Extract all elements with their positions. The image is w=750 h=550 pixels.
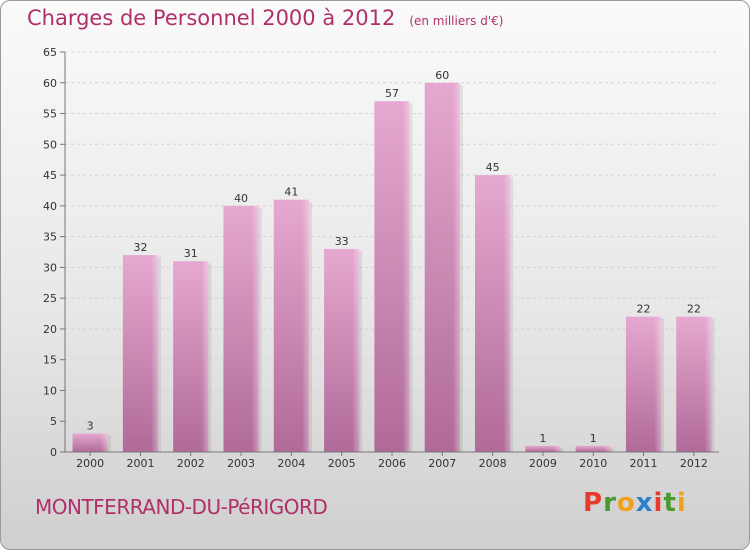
bar-highlight — [374, 101, 410, 452]
bar-highlight — [273, 199, 309, 452]
bar-highlight — [223, 205, 259, 452]
data-label: 40 — [234, 192, 248, 205]
y-tick-label: 20 — [43, 323, 57, 336]
x-tick-label: 2003 — [227, 457, 255, 470]
data-label: 60 — [435, 69, 449, 82]
brand-letter: t — [663, 488, 677, 518]
x-tick-label: 2001 — [126, 457, 154, 470]
y-tick-label: 10 — [43, 384, 57, 397]
bar-highlight — [575, 445, 611, 452]
data-label: 57 — [385, 87, 399, 100]
bars-group: 3 32 31 40 41 33 57 60 45 1 1 22 22 — [72, 69, 715, 453]
y-tick-label: 0 — [50, 446, 57, 459]
y-tick-label: 5 — [50, 415, 57, 428]
bar-highlight — [676, 316, 712, 452]
x-tick-label: 2011 — [630, 457, 658, 470]
data-label: 31 — [184, 247, 198, 260]
brand-letter: x — [635, 488, 654, 518]
brand-letter: P — [583, 488, 604, 518]
bar-highlight — [475, 175, 511, 453]
y-tick-label: 30 — [43, 261, 57, 274]
y-tick-label: 55 — [43, 108, 57, 121]
chart-title-text: Charges de Personnel 2000 à 2012 — [27, 6, 396, 30]
x-tick-label: 2009 — [529, 457, 557, 470]
chart-title: Charges de Personnel 2000 à 2012 (en mill… — [27, 6, 503, 30]
data-label: 32 — [133, 241, 147, 254]
y-tick-label: 65 — [43, 46, 57, 59]
bar-highlight — [424, 82, 460, 453]
proxiti-logo[interactable]: Proxiti — [583, 488, 687, 518]
y-tick-label: 50 — [43, 138, 57, 151]
bar-highlight — [72, 433, 108, 452]
data-label: 3 — [87, 420, 94, 433]
brand-letter: o — [616, 488, 636, 518]
x-tick-label: 2005 — [328, 457, 356, 470]
commune-name: MONTFERRAND-DU-PéRIGORD — [35, 495, 328, 519]
y-tick-label: 25 — [43, 292, 57, 305]
y-tick-label: 15 — [43, 354, 57, 367]
bar-highlight — [525, 445, 561, 452]
data-label: 1 — [539, 432, 546, 445]
y-tick-label: 45 — [43, 169, 57, 182]
data-label: 45 — [486, 161, 500, 174]
bar-highlight — [122, 255, 159, 452]
brand-letter: r — [603, 488, 617, 518]
x-tick-label: 2002 — [177, 457, 205, 470]
brand-letter: i — [676, 488, 687, 518]
data-label: 22 — [637, 303, 651, 316]
brand-letter: i — [653, 488, 664, 518]
x-tick-label: 2012 — [680, 457, 708, 470]
x-tick-label: 2007 — [428, 457, 456, 470]
data-label: 22 — [687, 303, 701, 316]
y-tick-label: 35 — [43, 231, 57, 244]
chart-unit: (en milliers d'€) — [409, 14, 504, 28]
x-tick-label: 2006 — [378, 457, 406, 470]
x-tick-label: 2008 — [479, 457, 507, 470]
bar-highlight — [173, 261, 209, 452]
bar-highlight — [625, 316, 662, 452]
x-tick-label: 2010 — [579, 457, 607, 470]
data-label: 1 — [590, 432, 597, 445]
y-tick-label: 60 — [43, 77, 57, 90]
data-label: 33 — [335, 235, 349, 248]
x-tick-label: 2004 — [277, 457, 305, 470]
axes-group: 0 5 10 15 20 25 30 35 40 45 50 55 60 65 2000 2001 2002 20… — [43, 46, 719, 470]
data-label: 41 — [284, 186, 298, 199]
bar-highlight — [324, 248, 360, 452]
y-tick-label: 40 — [43, 200, 57, 213]
x-tick-label: 2000 — [76, 457, 104, 470]
